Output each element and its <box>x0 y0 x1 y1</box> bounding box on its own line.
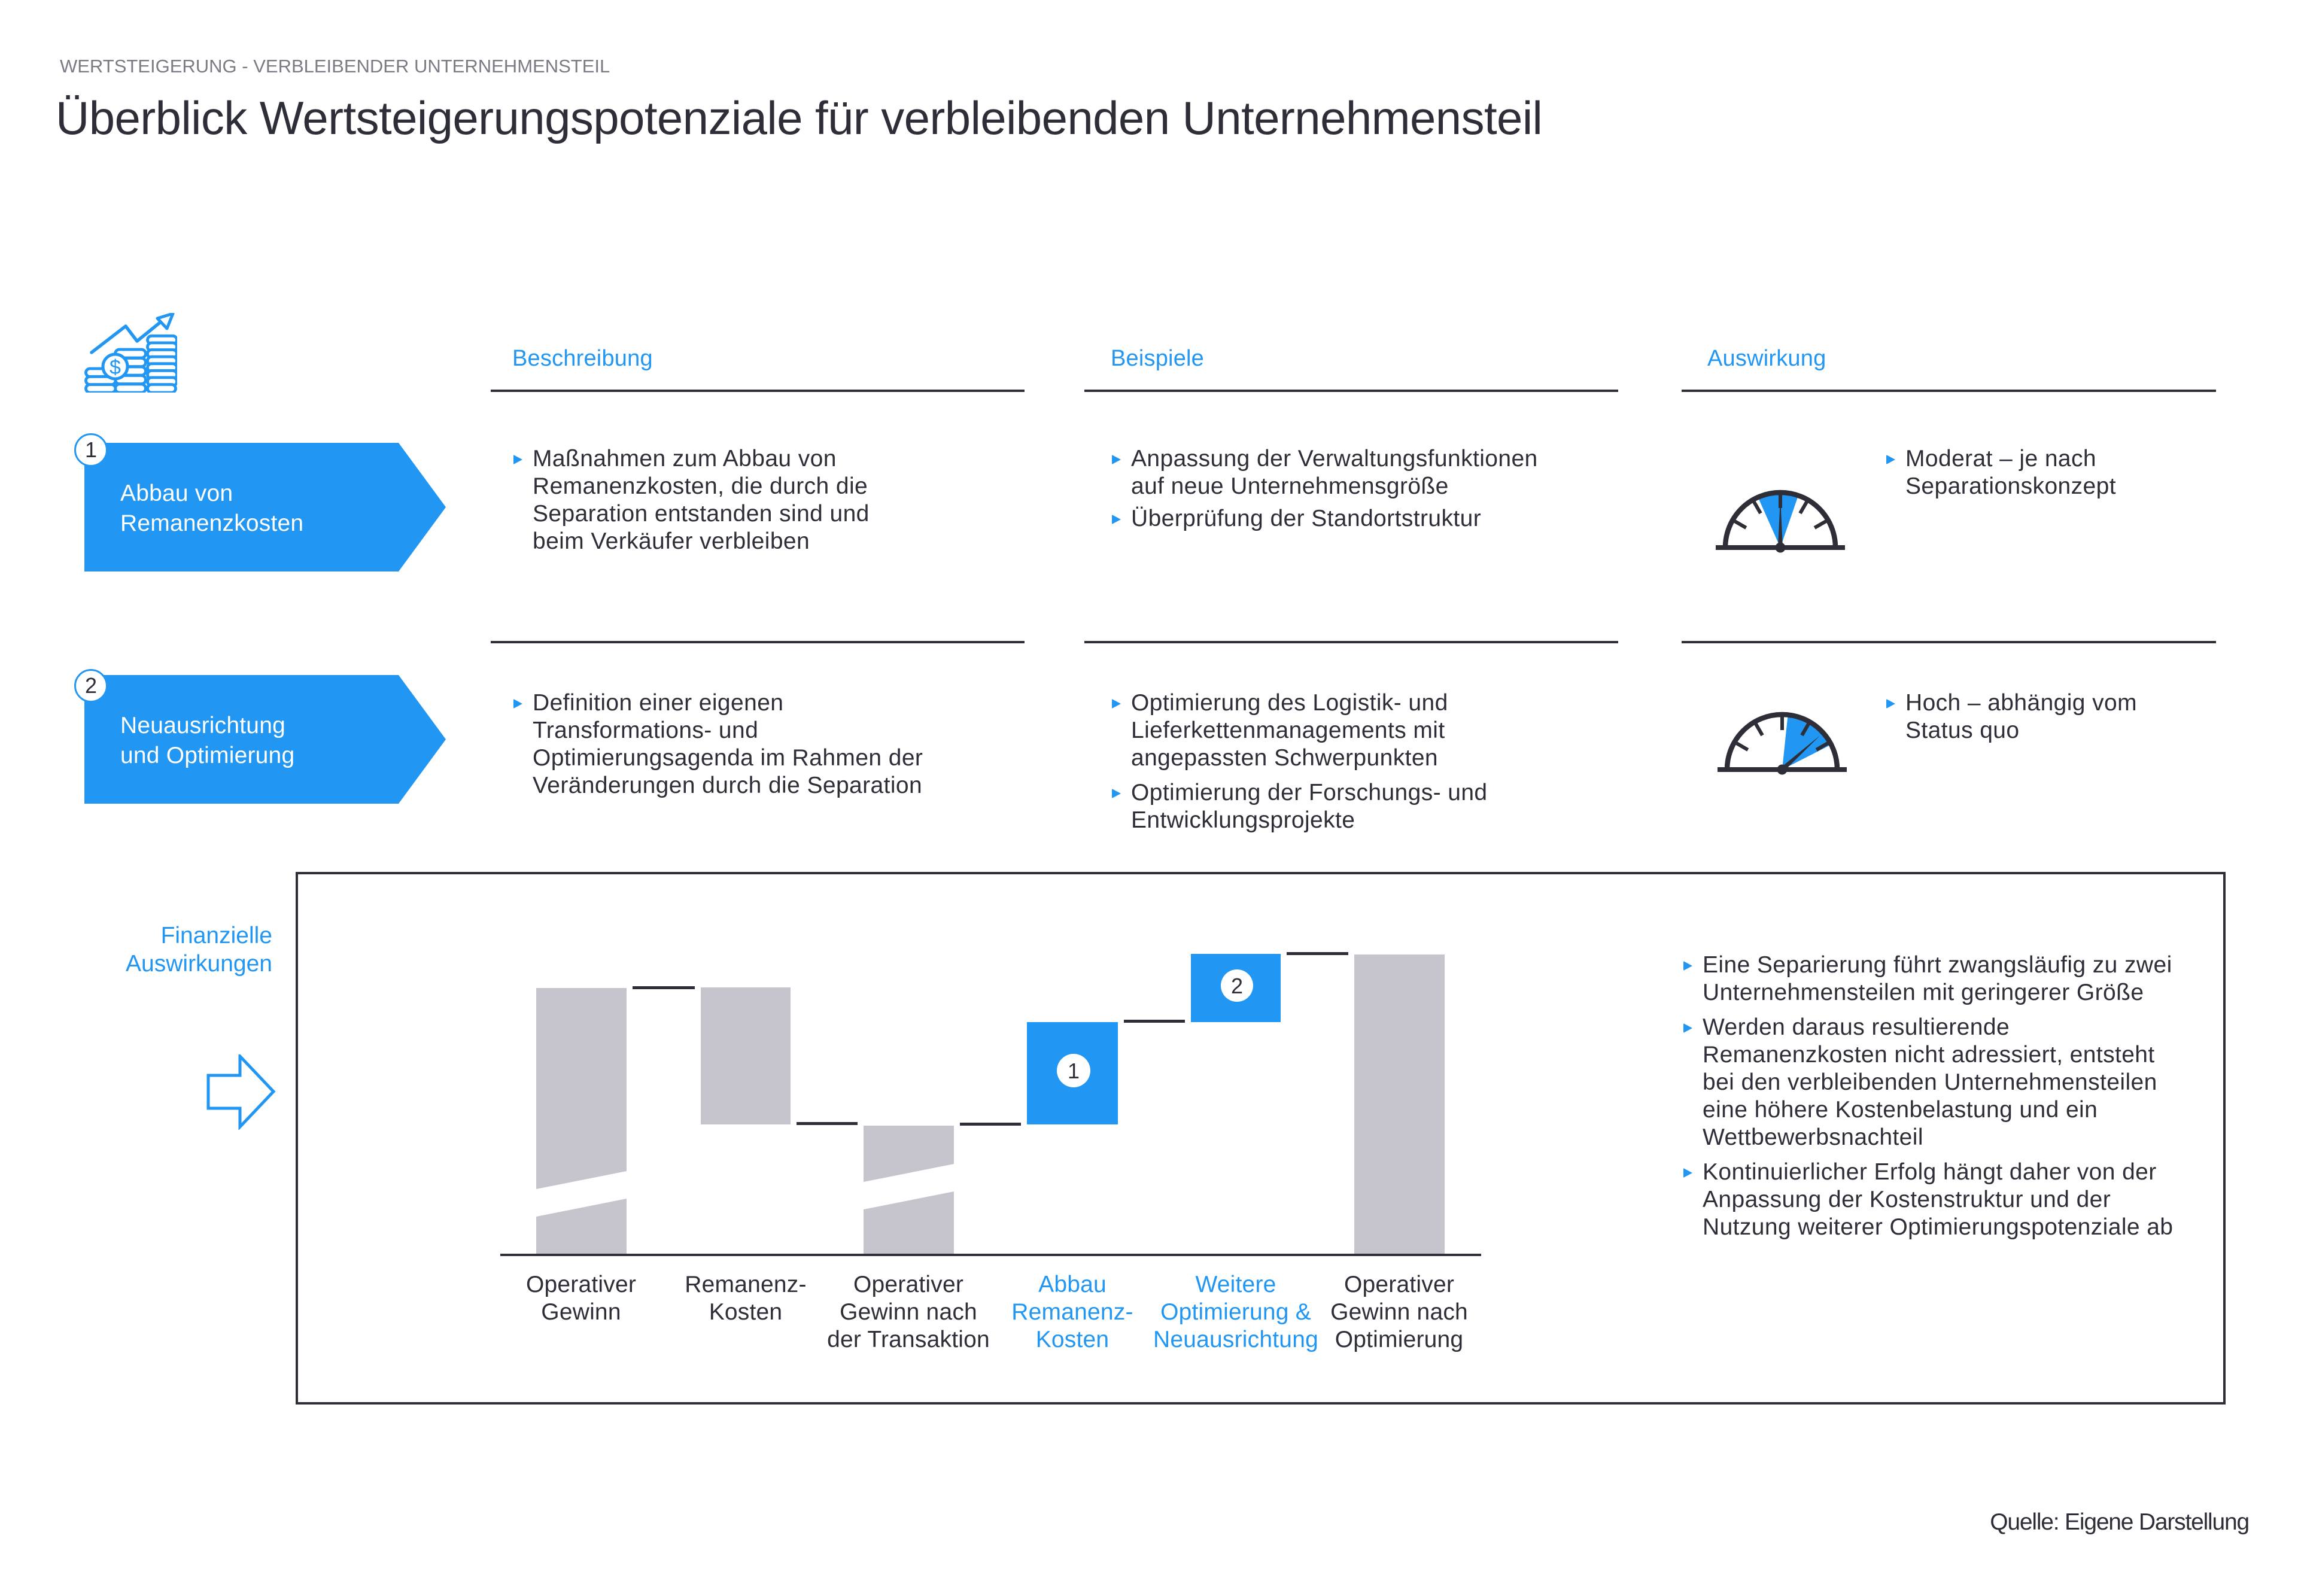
svg-text:1: 1 <box>1068 1059 1080 1083</box>
svg-text:2: 2 <box>1231 974 1243 998</box>
svg-text:$: $ <box>110 356 121 379</box>
